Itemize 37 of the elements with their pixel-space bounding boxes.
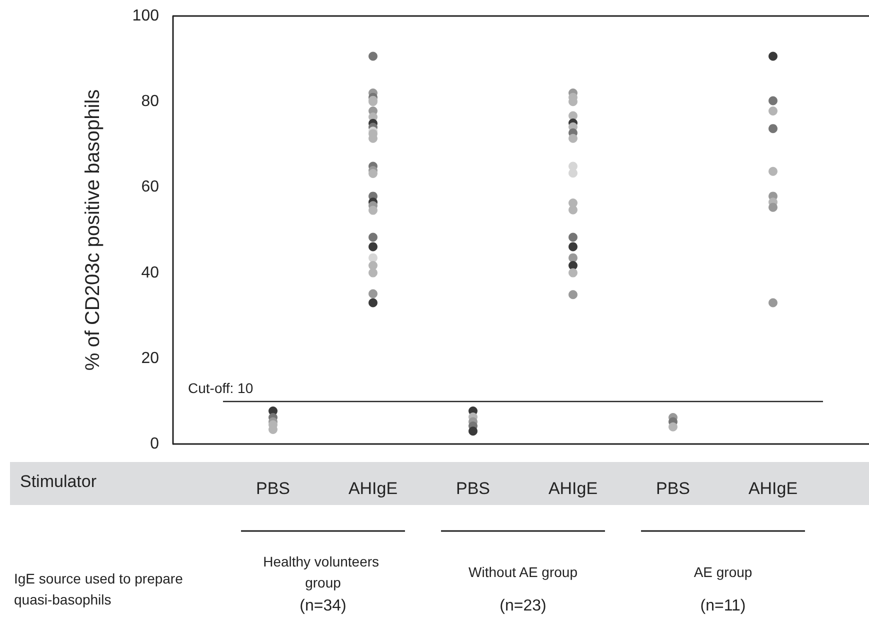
point xyxy=(768,96,778,106)
y-tick-label: 0 xyxy=(150,436,160,452)
y-tick-label: 80 xyxy=(141,93,160,110)
x-tick-label: PBS xyxy=(256,479,290,498)
x-tick-label: AHIgE xyxy=(348,479,398,498)
x-tick-label: AHIgE xyxy=(748,479,798,498)
point xyxy=(768,106,778,116)
point xyxy=(368,206,378,215)
point xyxy=(368,242,378,252)
y-axis-title: % of CD203c positive basophils xyxy=(82,89,104,371)
point xyxy=(368,232,378,242)
point xyxy=(568,232,578,242)
point xyxy=(568,290,578,300)
text: (n=23) xyxy=(500,598,546,614)
x-tick-label: AHIgE xyxy=(548,479,598,498)
x-tick-label: PBS xyxy=(456,479,490,498)
point xyxy=(368,289,378,298)
point xyxy=(768,52,778,61)
text: Healthy volunteers group xyxy=(263,554,383,590)
x-tick-label: PBS xyxy=(656,479,690,498)
text: (n=34) xyxy=(300,598,346,614)
text: AE group xyxy=(694,564,752,580)
y-tick-label: 20 xyxy=(141,350,160,367)
point xyxy=(368,268,378,278)
point xyxy=(768,166,778,176)
y-tick-label: 100 xyxy=(132,8,160,24)
y-tick-label: 40 xyxy=(141,264,160,282)
point xyxy=(568,168,578,178)
text: IgE source used to prepare quasi-basophils xyxy=(14,570,187,608)
point xyxy=(668,422,678,432)
text: Without AE group xyxy=(468,564,578,580)
ref-line-label: Cut-off: 10 xyxy=(188,380,254,396)
text: (n=11) xyxy=(700,598,746,614)
y-tick-label: 60 xyxy=(141,178,160,196)
x-axis-title: Stimulator xyxy=(20,472,97,491)
point xyxy=(368,298,378,308)
point xyxy=(368,253,378,262)
